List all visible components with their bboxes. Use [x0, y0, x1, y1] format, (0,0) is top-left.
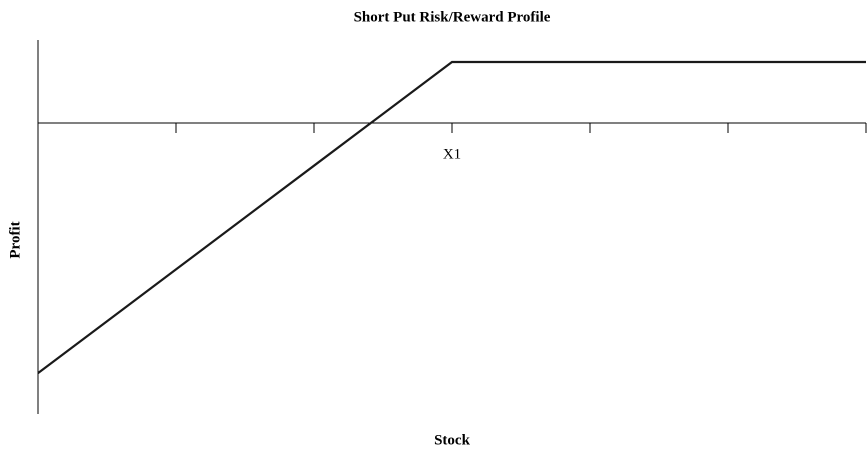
y-axis-label: Profit	[7, 221, 23, 258]
x-tick-label: X1	[443, 146, 461, 162]
x-axis-label: Stock	[434, 432, 470, 448]
chart-title: Short Put Risk/Reward Profile	[354, 9, 551, 25]
profit-line	[37, 60, 866, 375]
